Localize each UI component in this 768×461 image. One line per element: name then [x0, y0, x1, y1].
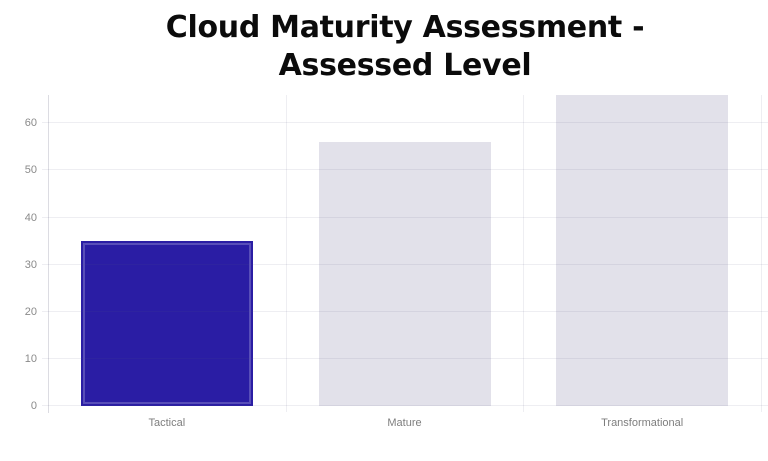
y-tick-label-50: 50 — [24, 164, 37, 177]
gridline-y-10 — [42, 357, 768, 359]
x-category-label-mature: Mature — [387, 417, 422, 429]
gridline-x-1 — [285, 95, 287, 412]
y-tick-label-40: 40 — [24, 211, 37, 224]
bar-transformational[interactable] — [556, 95, 729, 406]
gridline-x-3 — [761, 95, 762, 412]
gridline-y-60 — [42, 122, 768, 124]
gridline-y-0 — [42, 405, 768, 406]
x-category-label-tactical: Tactical — [148, 417, 186, 429]
gridline-y-40 — [42, 216, 768, 218]
plot-area: Tactical Mature Transformational — [42, 95, 768, 429]
y-tick-label-60: 60 — [24, 117, 37, 130]
y-axis-line — [48, 95, 49, 413]
bar-tactical[interactable] — [80, 241, 253, 406]
y-tick-label-20: 20 — [24, 305, 37, 318]
gridline-y-20 — [42, 310, 768, 312]
y-tick-label-30: 30 — [24, 258, 37, 271]
x-category-label-transformational: Transformational — [601, 417, 684, 429]
gridline-y-30 — [42, 263, 768, 265]
y-tick-label-0: 0 — [30, 400, 37, 412]
chart-title-line1: Cloud Maturity Assessment - — [165, 10, 645, 45]
chart-title-line2: Assessed Level — [278, 48, 532, 83]
bar-mature[interactable] — [318, 142, 491, 406]
gridline-x-2 — [523, 95, 525, 412]
gridline-y-50 — [42, 169, 768, 171]
chart-title: Cloud Maturity Assessment - Assessed Lev… — [48, 9, 762, 85]
y-tick-label-10: 10 — [24, 352, 37, 365]
